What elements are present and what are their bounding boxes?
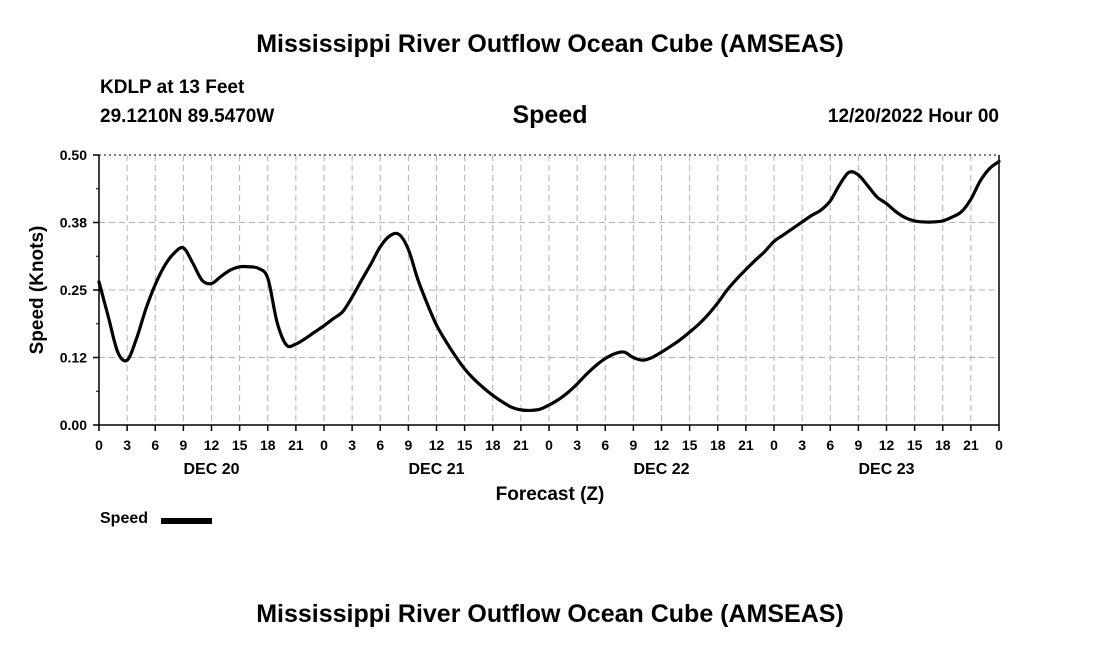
- x-tick-label: 12: [429, 437, 445, 453]
- x-tick-label: 6: [151, 437, 159, 453]
- footer-title: Mississippi River Outflow Ocean Cube (AM…: [256, 600, 844, 628]
- x-tick-label: 0: [770, 437, 778, 453]
- day-label: DEC 23: [858, 461, 914, 478]
- x-tick-label: 3: [348, 437, 356, 453]
- x-tick-label: 21: [963, 437, 979, 453]
- x-tick-label: 6: [601, 437, 609, 453]
- x-tick-label: 3: [123, 437, 131, 453]
- x-tick-label: 6: [376, 437, 384, 453]
- grid: [99, 154, 999, 425]
- legend-swatch: [161, 518, 212, 524]
- series: [97, 159, 1001, 413]
- station-label: KDLP at 13 Feet: [100, 77, 245, 98]
- y-axis-label: Speed (Knots): [27, 226, 48, 355]
- x-tick-label: 18: [260, 437, 276, 453]
- x-tick-label: 9: [854, 437, 862, 453]
- x-tick-label: 0: [320, 437, 328, 453]
- x-tick-label: 0: [95, 437, 103, 453]
- day-label: DEC 22: [633, 461, 689, 478]
- axes: 0.00 0.12 0.25 0.38 0.50 0 3 6 9 12 15 18 21 0 3 6 9 12 15…: [60, 147, 1003, 478]
- y-tick-label: 0.25: [60, 282, 87, 298]
- x-tick-label: 15: [907, 437, 923, 453]
- x-tick-label: 12: [879, 437, 895, 453]
- x-tick-label: 12: [204, 437, 220, 453]
- x-axis-label: Forecast (Z): [496, 484, 605, 505]
- legend-label: Speed: [100, 510, 149, 527]
- y-tick-label: 0.12: [60, 350, 87, 366]
- coordinates-label: 29.1210N 89.5470W: [100, 106, 275, 127]
- x-tick-label: 0: [995, 437, 1003, 453]
- y-tick-label: 0.00: [60, 417, 87, 433]
- x-tick-label: 9: [404, 437, 412, 453]
- day-label: DEC 20: [183, 461, 239, 478]
- y-tick-label: 0.38: [60, 215, 87, 231]
- x-tick-label: 18: [485, 437, 501, 453]
- x-tick-label: 15: [457, 437, 473, 453]
- forecast-datetime: 12/20/2022 Hour 00: [827, 106, 999, 127]
- x-tick-label: 9: [629, 437, 637, 453]
- x-tick-label: 21: [738, 437, 754, 453]
- x-tick-label: 3: [573, 437, 581, 453]
- x-tick-label: 12: [654, 437, 670, 453]
- x-tick-label: 15: [682, 437, 698, 453]
- x-tick-label: 21: [513, 437, 529, 453]
- x-tick-label: 18: [935, 437, 951, 453]
- chart-title: Mississippi River Outflow Ocean Cube (AM…: [256, 30, 844, 58]
- x-tick-label: 3: [798, 437, 806, 453]
- x-tick-label: 0: [545, 437, 553, 453]
- variable-title: Speed: [512, 101, 588, 129]
- x-tick-label: 9: [179, 437, 187, 453]
- x-tick-label: 18: [710, 437, 726, 453]
- x-tick-label: 6: [826, 437, 834, 453]
- day-label: DEC 21: [408, 461, 464, 478]
- y-tick-label: 0.50: [60, 147, 87, 163]
- x-tick-label: 15: [232, 437, 248, 453]
- x-tick-label: 21: [288, 437, 304, 453]
- speed-series-line: [97, 159, 1001, 413]
